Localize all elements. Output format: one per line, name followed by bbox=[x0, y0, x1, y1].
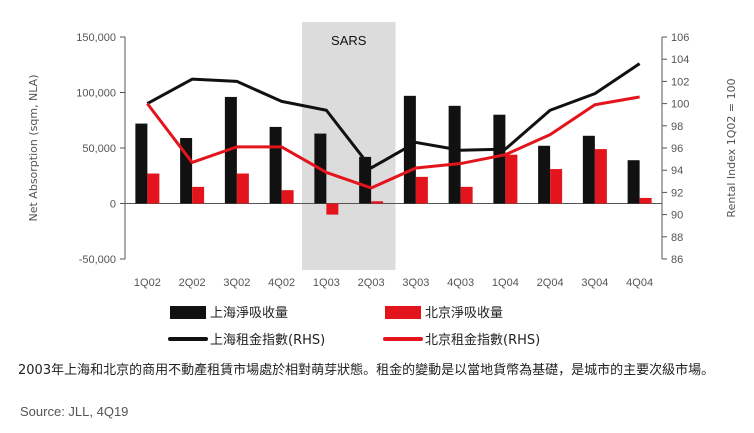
bar-beijing bbox=[460, 186, 473, 204]
bar-shanghai bbox=[359, 156, 372, 204]
x-tick-label: 2Q02 bbox=[179, 277, 206, 289]
bar-beijing bbox=[236, 173, 249, 204]
bar-shanghai bbox=[538, 145, 551, 204]
left-tick-label: 50,000 bbox=[82, 143, 116, 155]
y-axis-label: Net Absorption (sqm, NLA) bbox=[27, 75, 40, 222]
bar-shanghai bbox=[493, 114, 506, 204]
bar-beijing bbox=[505, 154, 518, 204]
line-group bbox=[146, 62, 641, 190]
right-tick-label: 90 bbox=[671, 210, 683, 222]
x-tick-label: 3Q04 bbox=[581, 277, 608, 289]
right-tick-label: 86 bbox=[671, 254, 683, 266]
source-note: Source: JLL, 4Q19 bbox=[20, 404, 129, 419]
x-tick-label: 1Q03 bbox=[313, 277, 340, 289]
right-tick-label: 104 bbox=[671, 54, 689, 66]
x-tick-label: 2Q04 bbox=[537, 277, 564, 289]
right-tick-label: 98 bbox=[671, 121, 683, 133]
x-tick-label: 4Q02 bbox=[268, 277, 295, 289]
x-tick-label: 3Q02 bbox=[223, 277, 250, 289]
bar-shanghai bbox=[135, 123, 148, 204]
right-axis: 86 88 90 92 94 96 98 100 102 104 106 bbox=[661, 32, 689, 266]
bar-beijing bbox=[415, 176, 428, 204]
combo-chart: SARS -50,000 0 50,000 100,000 150,000 86 88 90… bbox=[27, 22, 738, 348]
legend-label: 北京淨吸收量 bbox=[425, 306, 503, 321]
sars-label: SARS bbox=[331, 33, 367, 48]
bar-group bbox=[135, 95, 652, 215]
left-tick-label: 0 bbox=[110, 199, 116, 211]
bar-beijing bbox=[192, 186, 205, 204]
legend-swatch bbox=[385, 306, 421, 319]
right-tick-label: 88 bbox=[671, 232, 683, 244]
bar-beijing bbox=[281, 190, 294, 204]
bar-shanghai bbox=[627, 160, 640, 204]
left-axis: -50,000 0 50,000 100,000 150,000 bbox=[76, 32, 662, 266]
x-axis-labels: 1Q02 2Q02 3Q02 4Q02 1Q03 2Q03 3Q03 4Q03 1Q04 2Q04… bbox=[134, 277, 653, 289]
line-shanghai bbox=[146, 62, 641, 170]
legend-label: 上海租金指數(RHS) bbox=[210, 332, 325, 348]
right-tick-label: 94 bbox=[671, 165, 683, 177]
y2-axis-label: Rental Index 1Q02 = 100 bbox=[725, 78, 738, 217]
line-beijing bbox=[146, 95, 640, 190]
legend-label: 北京租金指數(RHS) bbox=[425, 332, 540, 348]
left-tick-label: 150,000 bbox=[76, 32, 116, 44]
x-tick-label: 2Q03 bbox=[358, 277, 385, 289]
caption: 2003年上海和北京的商用不動產租賃市場處於相對萌芽狀態。租金的變動是以當地貨幣… bbox=[18, 363, 715, 378]
bar-beijing bbox=[550, 169, 563, 204]
left-tick-label: -50,000 bbox=[79, 254, 116, 266]
x-tick-label: 1Q02 bbox=[134, 277, 161, 289]
right-tick-label: 100 bbox=[671, 99, 689, 111]
legend-swatch bbox=[170, 306, 206, 319]
bar-beijing bbox=[639, 197, 652, 204]
left-tick-label: 100,000 bbox=[76, 88, 116, 100]
bar-shanghai bbox=[582, 135, 595, 204]
bar-shanghai bbox=[269, 126, 282, 204]
bar-shanghai bbox=[448, 105, 461, 204]
legend-label: 上海淨吸收量 bbox=[210, 306, 288, 321]
right-tick-label: 106 bbox=[671, 32, 689, 44]
x-tick-label: 1Q04 bbox=[492, 277, 519, 289]
x-tick-label: 4Q04 bbox=[626, 277, 653, 289]
bar-beijing bbox=[326, 203, 339, 215]
bar-beijing bbox=[371, 201, 384, 204]
x-tick-label: 3Q03 bbox=[402, 277, 429, 289]
x-tick-label: 4Q03 bbox=[447, 277, 474, 289]
bar-shanghai bbox=[403, 95, 416, 204]
bar-shanghai bbox=[180, 138, 193, 204]
right-tick-label: 96 bbox=[671, 143, 683, 155]
right-tick-label: 92 bbox=[671, 187, 683, 199]
right-tick-label: 102 bbox=[671, 76, 689, 88]
bar-beijing bbox=[594, 149, 607, 204]
bar-beijing bbox=[147, 173, 160, 204]
